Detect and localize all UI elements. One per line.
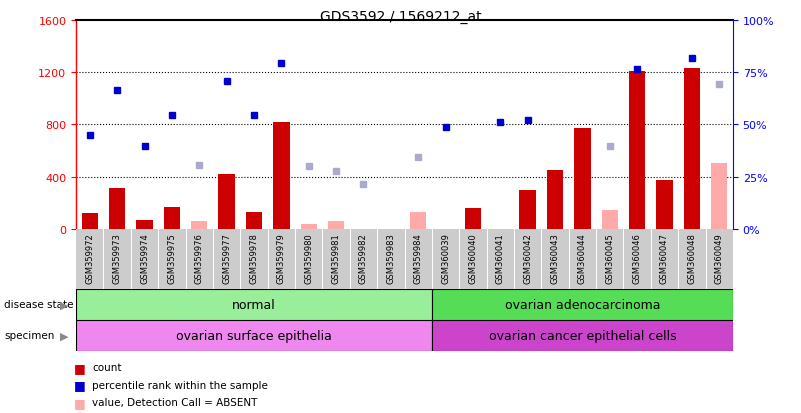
Text: ▶: ▶: [60, 330, 69, 341]
Bar: [711, 164, 727, 229]
Text: GSM359973: GSM359973: [113, 232, 122, 283]
Text: GSM359978: GSM359978: [249, 232, 259, 283]
Text: GSM360044: GSM360044: [578, 232, 587, 283]
Bar: [432, 289, 733, 320]
Bar: [158, 229, 186, 289]
Text: normal: normal: [232, 298, 276, 311]
Bar: [656, 181, 673, 229]
Text: GSM359972: GSM359972: [85, 232, 95, 283]
Bar: [219, 174, 235, 229]
Text: ■: ■: [74, 378, 86, 392]
Bar: [163, 207, 180, 229]
Bar: [246, 212, 262, 229]
Text: GSM359984: GSM359984: [413, 232, 423, 283]
Text: GSM360045: GSM360045: [606, 232, 614, 283]
Bar: [131, 229, 158, 289]
Bar: [459, 229, 487, 289]
Bar: [432, 320, 733, 351]
Text: GSM359979: GSM359979: [277, 232, 286, 283]
Bar: [487, 229, 514, 289]
Text: GSM359983: GSM359983: [386, 232, 396, 283]
Text: GSM359980: GSM359980: [304, 232, 313, 283]
Bar: [76, 289, 432, 320]
Text: ■: ■: [74, 361, 86, 374]
Bar: [76, 320, 432, 351]
Text: GSM359977: GSM359977: [222, 232, 231, 283]
Bar: [295, 229, 322, 289]
Text: percentile rank within the sample: percentile rank within the sample: [92, 380, 268, 390]
Bar: [213, 229, 240, 289]
Text: disease state: disease state: [4, 299, 74, 310]
Text: GSM360043: GSM360043: [550, 232, 560, 283]
Bar: [547, 171, 563, 229]
Text: GDS3592 / 1569212_at: GDS3592 / 1569212_at: [320, 10, 481, 24]
Text: GSM359974: GSM359974: [140, 232, 149, 283]
Bar: [629, 71, 646, 229]
Bar: [519, 190, 536, 229]
Text: GSM360040: GSM360040: [469, 232, 477, 283]
Bar: [103, 229, 131, 289]
Bar: [82, 214, 98, 229]
Text: ovarian adenocarcinoma: ovarian adenocarcinoma: [505, 298, 660, 311]
Text: count: count: [92, 363, 122, 373]
Bar: [410, 212, 426, 229]
Text: ▶: ▶: [60, 299, 69, 310]
Text: ovarian cancer epithelial cells: ovarian cancer epithelial cells: [489, 329, 676, 342]
Text: GSM360046: GSM360046: [633, 232, 642, 283]
Bar: [678, 229, 706, 289]
Bar: [623, 229, 650, 289]
Bar: [186, 229, 213, 289]
Bar: [322, 229, 350, 289]
Bar: [683, 69, 700, 229]
Bar: [574, 129, 590, 229]
Text: GSM359981: GSM359981: [332, 232, 340, 283]
Bar: [328, 221, 344, 229]
Text: GSM360042: GSM360042: [523, 232, 532, 283]
Bar: [465, 208, 481, 229]
Text: GSM360048: GSM360048: [687, 232, 696, 283]
Bar: [650, 229, 678, 289]
Bar: [514, 229, 541, 289]
Text: GSM360041: GSM360041: [496, 232, 505, 283]
Bar: [136, 220, 153, 229]
Bar: [268, 229, 295, 289]
Bar: [191, 221, 207, 229]
Bar: [76, 229, 103, 289]
Text: GSM360047: GSM360047: [660, 232, 669, 283]
Text: value, Detection Call = ABSENT: value, Detection Call = ABSENT: [92, 397, 257, 407]
Bar: [405, 229, 432, 289]
Bar: [377, 229, 405, 289]
Bar: [569, 229, 596, 289]
Text: ovarian surface epithelia: ovarian surface epithelia: [176, 329, 332, 342]
Bar: [273, 122, 290, 229]
Bar: [602, 211, 618, 229]
Bar: [541, 229, 569, 289]
Bar: [432, 229, 459, 289]
Bar: [596, 229, 623, 289]
Bar: [240, 229, 268, 289]
Text: GSM359976: GSM359976: [195, 232, 203, 283]
Text: GSM359975: GSM359975: [167, 232, 176, 283]
Text: specimen: specimen: [4, 330, 54, 341]
Text: ■: ■: [74, 396, 86, 409]
Text: GSM360039: GSM360039: [441, 232, 450, 283]
Bar: [350, 229, 377, 289]
Bar: [706, 229, 733, 289]
Bar: [109, 189, 126, 229]
Bar: [300, 224, 317, 229]
Text: GSM359982: GSM359982: [359, 232, 368, 283]
Text: GSM360049: GSM360049: [714, 232, 724, 283]
